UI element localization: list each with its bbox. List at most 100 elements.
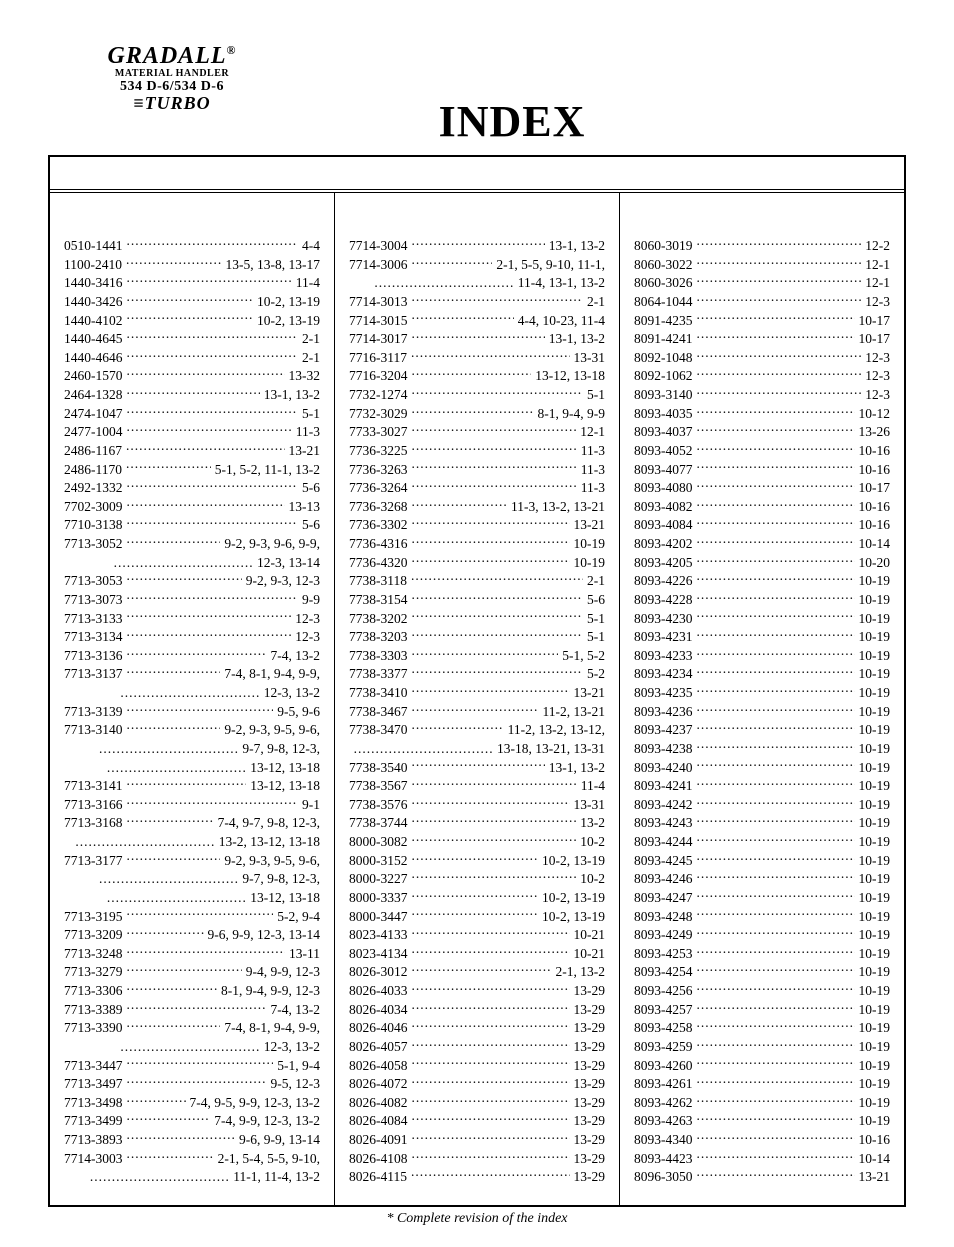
leader-dots (697, 665, 855, 679)
index-entry: 7738-3470 11-2, 13-2, 13-12, (349, 721, 605, 740)
page-refs: 13-1, 13-2 (264, 386, 320, 405)
index-entry: 1440-4645 2-1 (64, 330, 320, 349)
index-entry: 7732-1274 5-1 (349, 386, 605, 405)
part-number: 8093-4237 (634, 721, 693, 740)
page-refs: 13-1, 13-2 (549, 237, 605, 256)
part-number: 7738-3154 (349, 591, 408, 610)
index-entry: 8093-4261 10-19 (634, 1075, 890, 1094)
index-entry: 8093-4263 10-19 (634, 1112, 890, 1131)
part-number: 8026-3012 (349, 963, 408, 982)
page-refs: 10-14 (859, 535, 891, 554)
leader-dots (697, 926, 855, 940)
index-entry: 7713-3390 7-4, 8-1, 9-4, 9-9, (64, 1019, 320, 1038)
part-number: 7713-3306 (64, 982, 123, 1001)
part-number: 8093-4230 (634, 610, 693, 629)
leader-dots (697, 349, 862, 363)
leader-dots (697, 256, 862, 270)
part-number: 1440-4645 (64, 330, 123, 349)
page-refs: 13-29 (574, 1019, 606, 1038)
header-row: GRADALL® MATERIAL HANDLER 534 D-6/534 D-… (48, 44, 906, 147)
leader-dots (127, 237, 299, 251)
part-number: 7714-3004 (349, 237, 408, 256)
page-refs: 10-19 (574, 535, 606, 554)
page-refs: 13-26 (859, 423, 891, 442)
page-refs: 10-19 (859, 684, 891, 703)
leader-dots (412, 684, 570, 698)
part-number: 7736-3268 (349, 498, 408, 517)
leader-dots (127, 665, 221, 679)
leader-dots (412, 703, 539, 717)
page-refs: 13-21 (859, 1168, 891, 1187)
index-column-2: 7714-3004 13-1, 13-27714-3006 2-1, 5-5, … (334, 193, 619, 1205)
leader-dots (127, 1057, 274, 1071)
index-entry: 8026-4057 13-29 (349, 1038, 605, 1057)
page-refs: 10-2 (580, 870, 605, 889)
page-refs: 10-19 (859, 1075, 891, 1094)
index-entry: 7732-3029 8-1, 9-4, 9-9 (349, 405, 605, 424)
leader-dots (412, 591, 584, 605)
page-root: GRADALL® MATERIAL HANDLER 534 D-6/534 D-… (0, 0, 954, 1247)
index-entry: 7736-4316 10-19 (349, 535, 605, 554)
part-number: 7736-3302 (349, 516, 408, 535)
leader-dots (412, 1094, 570, 1108)
index-entry: 8060-3019 12-2 (634, 237, 890, 256)
page-refs: 7-4, 13-2 (271, 647, 321, 666)
part-number: 7736-4316 (349, 535, 408, 554)
page-refs: 10-19 (859, 1001, 891, 1020)
index-entry: 0510-1441 4-4 (64, 237, 320, 256)
leader-dots (126, 442, 285, 456)
index-entry: 8093-4238 10-19 (634, 740, 890, 759)
index-entry: 7713-3052 9-2, 9-3, 9-6, 9-9, (64, 535, 320, 554)
part-number: 7710-3138 (64, 516, 123, 535)
part-number: 2474-1047 (64, 405, 123, 424)
page-refs: 13-29 (574, 1112, 606, 1131)
part-number: 7713-3209 (64, 926, 123, 945)
index-entry-continuation: 12-3, 13-2 (64, 684, 320, 703)
leader-dots (697, 889, 855, 903)
index-entry-continuation: 13-12, 13-18 (64, 759, 320, 778)
part-number: 7736-3263 (349, 461, 408, 480)
leader-dots (412, 423, 577, 437)
index-entry: 7738-3567 11-4 (349, 777, 605, 796)
leader-dots (412, 1075, 570, 1089)
page-refs: 12-3 (865, 386, 890, 405)
index-entry: 7713-3133 12-3 (64, 610, 320, 629)
title-block: INDEX (268, 44, 756, 147)
leader-dots (412, 628, 584, 642)
part-number: 7714-3017 (349, 330, 408, 349)
page-refs: 13-12, 13-18 (535, 367, 605, 386)
page-refs: 10-2, 13-19 (542, 908, 605, 927)
page-refs: 10-21 (574, 945, 606, 964)
leader-dots (412, 1019, 570, 1033)
part-number: 7733-3027 (349, 423, 408, 442)
page-refs: 8-1, 9-4, 9-9 (538, 405, 606, 424)
part-number: 8093-4249 (634, 926, 693, 945)
page-refs: 11-3 (581, 442, 605, 461)
part-number: 7738-3377 (349, 665, 408, 684)
brand-name-text: GRADALL (108, 43, 227, 69)
leader-dots (412, 665, 584, 679)
part-number: 8093-4246 (634, 870, 693, 889)
page-refs: 12-3 (295, 628, 320, 647)
page-refs: 11-2, 13-21 (543, 703, 606, 722)
part-number: 8093-4248 (634, 908, 693, 927)
page-refs: 9-4, 9-9, 12-3 (246, 963, 320, 982)
leader-dots (697, 703, 855, 717)
part-number: 7713-3139 (64, 703, 123, 722)
leader-dots (127, 591, 299, 605)
page-refs: 10-19 (859, 852, 891, 871)
index-entry: 2460-1570 13-32 (64, 367, 320, 386)
part-number: 7713-3137 (64, 665, 123, 684)
part-number: 7713-3166 (64, 796, 123, 815)
part-number: 8093-4254 (634, 963, 693, 982)
leader-dots (412, 535, 570, 549)
page-refs: 10-19 (859, 833, 891, 852)
leader-dots (127, 423, 292, 437)
index-entry: 8093-4262 10-19 (634, 1094, 890, 1113)
part-number: 8026-4057 (349, 1038, 408, 1057)
index-entry: 7713-3137 7-4, 8-1, 9-4, 9-9, (64, 665, 320, 684)
index-entry: 8093-4205 10-20 (634, 554, 890, 573)
index-entry: 7713-3498 7-4, 9-5, 9-9, 12-3, 13-2 (64, 1094, 320, 1113)
part-number: 7702-3009 (64, 498, 123, 517)
part-number: 8093-4261 (634, 1075, 693, 1094)
